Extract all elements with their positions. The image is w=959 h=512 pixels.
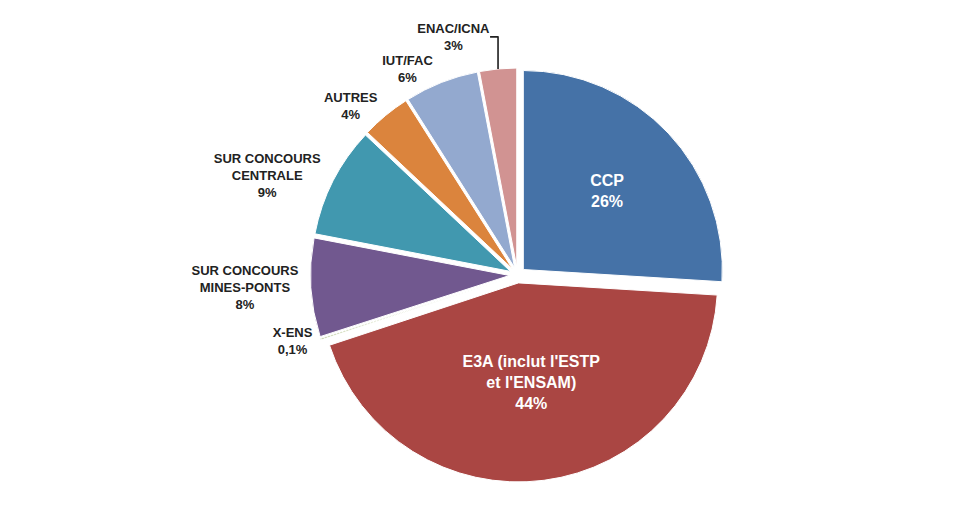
svg-text:SUR CONCOURSMINES-PONTS8%: SUR CONCOURSMINES-PONTS8% — [191, 263, 298, 312]
svg-text:IUT/FAC6%: IUT/FAC6% — [382, 53, 433, 85]
svg-text:SUR CONCOURSCENTRALE9%: SUR CONCOURSCENTRALE9% — [214, 151, 321, 200]
svg-text:E3A (inclut l'ESTPet l'ENSAM)4: E3A (inclut l'ESTPet l'ENSAM)44% — [463, 353, 601, 412]
svg-text:X-ENS0,1%: X-ENS0,1% — [273, 325, 313, 357]
svg-text:AUTRES4%: AUTRES4% — [324, 90, 378, 122]
svg-text:ENAC/ICNA3%: ENAC/ICNA3% — [417, 21, 490, 53]
svg-text:CCP26%: CCP26% — [590, 172, 624, 210]
